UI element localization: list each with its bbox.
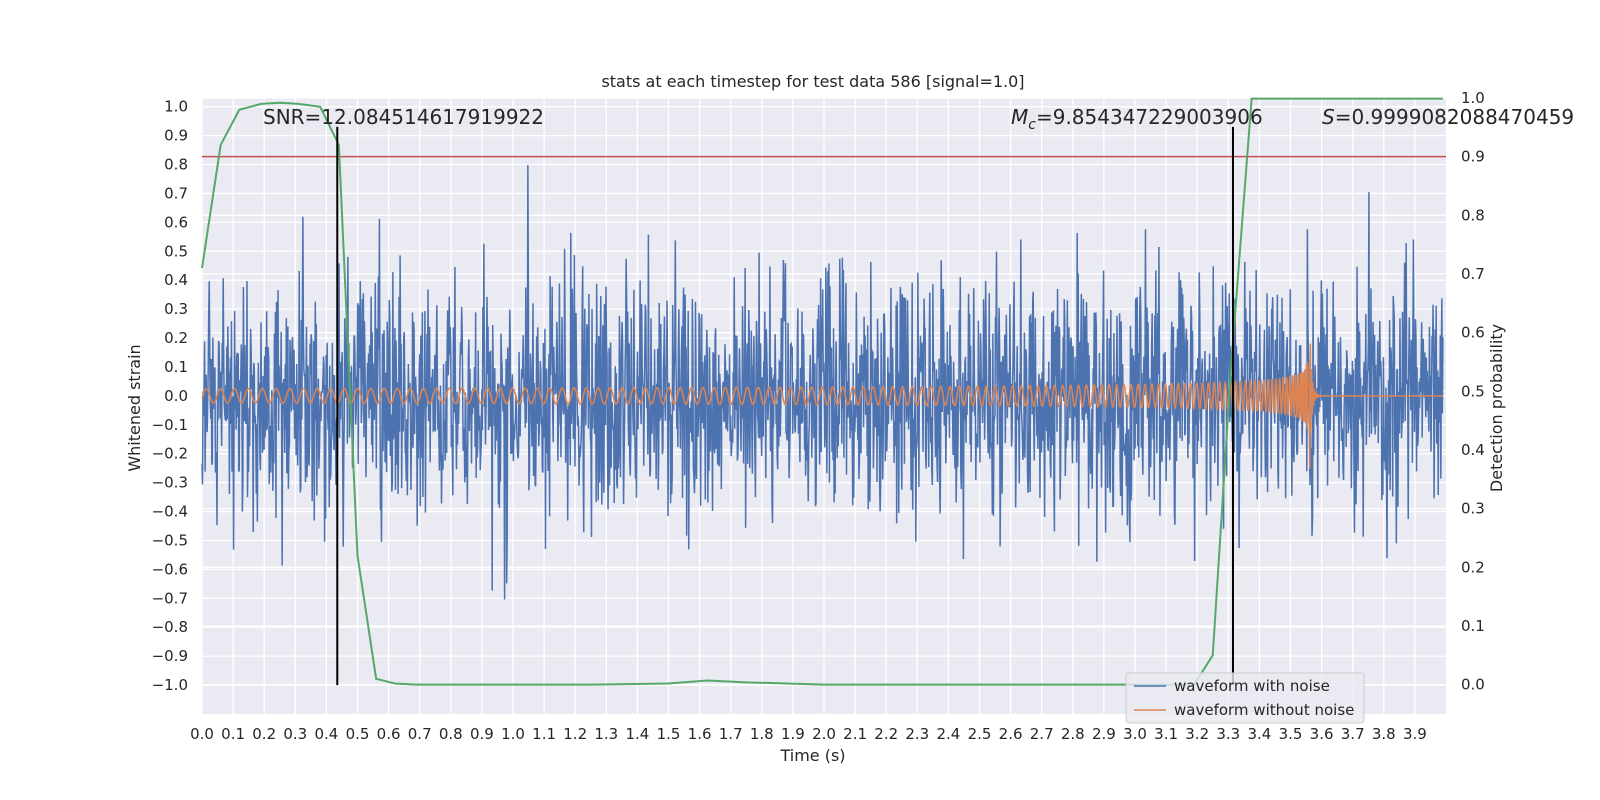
y-tick-label: 0.0 xyxy=(164,387,188,405)
y-tick-label: 0.5 xyxy=(164,242,188,260)
x-tick-label: 0.3 xyxy=(283,725,307,743)
x-tick-label: 2.9 xyxy=(1092,725,1116,743)
y-tick-label: 0.2 xyxy=(164,329,188,347)
y2-tick-label: 0.6 xyxy=(1461,324,1485,342)
y-tick-label: 0.4 xyxy=(164,271,188,289)
legend-label-clean: waveform without noise xyxy=(1174,701,1354,719)
score-value: =0.9999082088470459 xyxy=(1335,105,1574,129)
y-tick-label: −0.3 xyxy=(152,474,188,492)
x-tick-label: 1.3 xyxy=(594,725,618,743)
x-tick-label: 3.6 xyxy=(1310,725,1334,743)
y2-tick-label: 0.5 xyxy=(1461,382,1485,400)
y2-axis-label: Detection probability xyxy=(1487,324,1506,492)
x-tick-label: 2.7 xyxy=(1030,725,1054,743)
clean-line xyxy=(201,343,1443,469)
chirp-mass-annotation: Mc=9.854347229003906 xyxy=(1011,105,1263,133)
x-tick-label: 0.7 xyxy=(408,725,432,743)
y-tick-label: 0.1 xyxy=(164,358,188,376)
x-tick-label: 3.0 xyxy=(1123,725,1147,743)
x-tick-label: 1.9 xyxy=(781,725,805,743)
y-tick-label: −0.6 xyxy=(152,560,188,578)
y-tick-label: 0.6 xyxy=(164,213,188,231)
x-tick-label: 2.5 xyxy=(968,725,992,743)
y-axis-ticks: 1.0 0.9 0.8 0.7 0.6 0.5 0.4 0.3 0.2 0.1 0.0 −0.1 −0.… xyxy=(152,98,188,694)
y2-tick-label: 0.1 xyxy=(1461,617,1485,635)
x-tick-label: 0.1 xyxy=(221,725,245,743)
y-tick-label: 1.0 xyxy=(164,98,188,116)
x-tick-label: 1.1 xyxy=(532,725,556,743)
y-tick-label: 0.7 xyxy=(164,184,188,202)
x-tick-label: 2.0 xyxy=(812,725,836,743)
y2-tick-label: 0.3 xyxy=(1461,500,1485,518)
chirp-mass-value: =9.854347229003906 xyxy=(1036,105,1263,129)
x-tick-label: 1.6 xyxy=(688,725,712,743)
x-axis-label: Time (s) xyxy=(779,746,845,765)
x-tick-label: 2.2 xyxy=(874,725,898,743)
y-tick-label: 0.3 xyxy=(164,300,188,318)
y-tick-label: −0.7 xyxy=(152,589,188,607)
y-tick-label: −0.9 xyxy=(152,647,188,665)
x-tick-label: 0.2 xyxy=(252,725,276,743)
probability-line xyxy=(201,97,1443,686)
y2-tick-label: 0.8 xyxy=(1461,206,1485,224)
chirp-mass-subscript: c xyxy=(1028,117,1036,133)
x-tick-label: 2.1 xyxy=(843,725,867,743)
x-tick-label: 3.8 xyxy=(1372,725,1396,743)
y-tick-label: 0.9 xyxy=(164,127,188,145)
legend-label-noise: waveform with noise xyxy=(1174,677,1330,695)
x-tick-label: 3.7 xyxy=(1341,725,1365,743)
y-tick-label: −0.2 xyxy=(152,445,188,463)
series-waveform-without-noise xyxy=(201,343,1443,469)
score-annotation: S=0.9999082088470459 xyxy=(1322,105,1574,129)
x-tick-label: 2.4 xyxy=(936,725,960,743)
chirp-mass-symbol: M xyxy=(1011,105,1028,129)
series-detection-probability xyxy=(201,97,1443,686)
score-symbol: S xyxy=(1322,105,1335,129)
x-tick-label: 3.4 xyxy=(1247,725,1271,743)
y-tick-label: 0.8 xyxy=(164,156,188,174)
x-tick-label: 1.8 xyxy=(750,725,774,743)
legend-box xyxy=(1125,672,1365,724)
x-tick-label: 0.8 xyxy=(439,725,463,743)
x-tick-label: 1.5 xyxy=(657,725,681,743)
x-tick-label: 3.9 xyxy=(1403,725,1427,743)
y-axis-label: Whitened strain xyxy=(125,344,144,471)
y2-tick-label: 0.0 xyxy=(1461,676,1485,694)
y2-tick-label: 0.9 xyxy=(1461,148,1485,166)
y2-tick-label: 0.2 xyxy=(1461,558,1485,576)
y2-tick-label: 1.0 xyxy=(1461,89,1485,107)
y-tick-label: −0.4 xyxy=(152,503,188,521)
x-tick-label: 3.3 xyxy=(1216,725,1240,743)
y-tick-label: −0.1 xyxy=(152,416,188,434)
y2-axis-ticks: 1.0 0.9 0.8 0.7 0.6 0.5 0.4 0.3 0.2 0.1 0.0 xyxy=(1461,89,1485,694)
y2-tick-label: 0.4 xyxy=(1461,441,1485,459)
x-tick-label: 2.6 xyxy=(999,725,1023,743)
legend: waveform with noise waveform without noi… xyxy=(1125,672,1365,724)
y-tick-label: −0.8 xyxy=(152,618,188,636)
x-tick-label: 3.1 xyxy=(1154,725,1178,743)
x-tick-label: 2.3 xyxy=(905,725,929,743)
x-tick-label: 1.4 xyxy=(625,725,649,743)
x-tick-label: 0.4 xyxy=(314,725,338,743)
x-tick-label: 0.5 xyxy=(346,725,370,743)
y-tick-label: −1.0 xyxy=(152,676,188,694)
x-axis-ticks: 0.0 0.1 0.2 0.3 0.4 0.5 0.6 0.7 0.8 0.9 1.0 1.1 1.2 1… xyxy=(190,725,1427,743)
x-tick-label: 3.5 xyxy=(1279,725,1303,743)
x-tick-label: 1.0 xyxy=(501,725,525,743)
vertical-markers xyxy=(336,126,1234,686)
y2-tick-label: 0.7 xyxy=(1461,265,1485,283)
x-tick-label: 1.7 xyxy=(719,725,743,743)
snr-annotation: SNR=12.084514617919922 xyxy=(263,105,544,129)
chart-title: stats at each timestep for test data 586… xyxy=(601,72,1024,91)
y-tick-label: −0.5 xyxy=(152,531,188,549)
x-tick-label: 0.0 xyxy=(190,725,214,743)
x-tick-label: 0.6 xyxy=(377,725,401,743)
x-tick-label: 1.2 xyxy=(563,725,587,743)
x-tick-label: 3.2 xyxy=(1185,725,1209,743)
x-tick-label: 2.8 xyxy=(1061,725,1085,743)
x-tick-label: 0.9 xyxy=(470,725,494,743)
